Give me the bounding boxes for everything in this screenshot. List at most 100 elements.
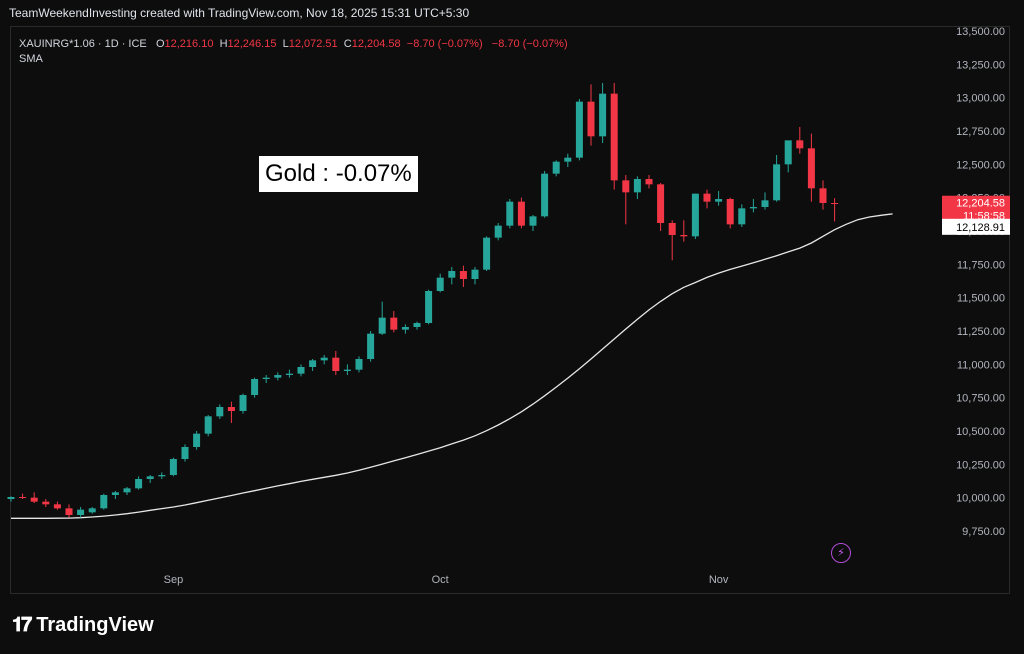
candle-body[interactable] <box>564 157 572 162</box>
candle-body[interactable] <box>517 201 525 226</box>
candle-body[interactable] <box>587 101 595 137</box>
high-label: H <box>219 38 228 50</box>
candle-body[interactable] <box>622 180 630 193</box>
gold-change-annotation: Gold : -0.07% <box>259 156 418 192</box>
candle-body[interactable] <box>30 497 38 502</box>
y-tick-label: 10,500.00 <box>956 426 1005 438</box>
candle-body[interactable] <box>413 323 421 327</box>
candle-body[interactable] <box>610 93 618 181</box>
candle-body[interactable] <box>181 447 189 459</box>
change-value: −8.70 (−0.07%) <box>406 38 483 50</box>
candle-body[interactable] <box>668 223 676 235</box>
candle-body[interactable] <box>135 479 143 489</box>
candle-body[interactable] <box>19 497 27 498</box>
candle-body[interactable] <box>367 333 375 359</box>
y-tick-label: 9,750.00 <box>962 526 1005 538</box>
candle-body[interactable] <box>773 164 781 201</box>
x-tick-label: Nov <box>709 574 729 586</box>
candle-body[interactable] <box>680 235 688 237</box>
candle-body[interactable] <box>691 193 699 237</box>
candle-body[interactable] <box>53 504 61 509</box>
y-tick-label: 10,750.00 <box>956 393 1005 405</box>
candle-body[interactable] <box>193 433 201 447</box>
candle-body[interactable] <box>425 291 433 323</box>
candle-body[interactable] <box>77 509 85 515</box>
candle-body[interactable] <box>541 173 549 217</box>
candle-body[interactable] <box>169 459 177 475</box>
candle-body[interactable] <box>552 161 560 174</box>
candle-body[interactable] <box>7 497 15 499</box>
candle-body[interactable] <box>483 237 491 270</box>
candle-body[interactable] <box>239 395 247 411</box>
last-price-label: 12,204.58 <box>956 198 1005 210</box>
candle-body[interactable] <box>761 200 769 207</box>
candle-body[interactable] <box>262 377 270 379</box>
sma-indicator-label[interactable]: SMA <box>19 53 43 65</box>
candle-body[interactable] <box>88 508 96 513</box>
candle-body[interactable] <box>343 369 351 371</box>
candle-body[interactable] <box>529 216 537 226</box>
candle-body[interactable] <box>42 501 50 505</box>
candle-body[interactable] <box>436 277 444 291</box>
candle-body[interactable] <box>111 492 119 495</box>
candle-body[interactable] <box>645 179 653 185</box>
candle-body[interactable] <box>123 488 131 493</box>
y-tick-label: 12,750.00 <box>956 126 1005 138</box>
change-value-2: −8.70 (−0.07%) <box>491 38 568 50</box>
candle-body[interactable] <box>100 495 108 509</box>
candle-body[interactable] <box>715 199 723 202</box>
x-tick-label: Oct <box>432 574 449 586</box>
candle-body[interactable] <box>506 201 514 226</box>
candle-body[interactable] <box>274 375 282 378</box>
candle-body[interactable] <box>65 508 73 515</box>
candle-body[interactable] <box>146 476 154 479</box>
attribution-text: TeamWeekendInvesting created with Tradin… <box>9 6 470 20</box>
y-tick-label: 13,500.00 <box>956 26 1005 38</box>
candle-body[interactable] <box>297 367 305 374</box>
candle-body[interactable] <box>633 179 641 193</box>
candle-body[interactable] <box>320 357 328 361</box>
candle-body[interactable] <box>703 193 711 202</box>
candle-body[interactable] <box>599 93 607 137</box>
candle-body[interactable] <box>401 327 409 330</box>
open-value: 12,216.10 <box>164 38 214 50</box>
candle-body[interactable] <box>784 140 792 165</box>
y-tick-label: 13,000.00 <box>956 93 1005 105</box>
candle-body[interactable] <box>459 271 467 279</box>
candle-body[interactable] <box>378 317 386 334</box>
candle-body[interactable] <box>749 207 757 209</box>
candle-body[interactable] <box>575 101 583 158</box>
y-tick-label: 11,750.00 <box>957 259 1005 271</box>
lightning-icon[interactable]: ⚡ <box>831 543 851 563</box>
candle-body[interactable] <box>158 475 166 477</box>
candle-body[interactable] <box>204 416 212 434</box>
low-value: 12,072.51 <box>288 38 338 50</box>
x-tick-label: Sep <box>164 574 184 586</box>
candle-body[interactable] <box>819 188 827 203</box>
symbol-label: XAUINRG*1.06 · 1D · ICE <box>19 38 147 50</box>
candle-body[interactable] <box>355 359 363 370</box>
candle-body[interactable] <box>227 407 235 411</box>
candle-body[interactable] <box>807 148 815 189</box>
chart-frame[interactable] <box>10 26 1010 594</box>
attribution-bar: TeamWeekendInvesting created with Tradin… <box>0 0 1024 26</box>
candle-body[interactable] <box>285 373 293 375</box>
candle-body[interactable] <box>494 225 502 238</box>
sma-price-label: 12,128.91 <box>956 222 1005 234</box>
candle-body[interactable] <box>831 203 839 204</box>
candle-body[interactable] <box>251 379 259 395</box>
y-tick-label: 10,250.00 <box>956 459 1005 471</box>
candle-body[interactable] <box>332 357 340 371</box>
candle-body[interactable] <box>471 269 479 279</box>
sma-price-tag <box>942 218 1010 235</box>
candle-body[interactable] <box>796 140 804 149</box>
candle-body[interactable] <box>216 407 224 417</box>
y-tick-label: 11,000.00 <box>957 359 1005 371</box>
candle-body[interactable] <box>448 271 456 278</box>
candle-body[interactable] <box>309 360 317 367</box>
candle-body[interactable] <box>726 199 734 225</box>
candle-body[interactable] <box>657 184 665 223</box>
candle-body[interactable] <box>390 317 398 330</box>
candle-body[interactable] <box>738 208 746 225</box>
